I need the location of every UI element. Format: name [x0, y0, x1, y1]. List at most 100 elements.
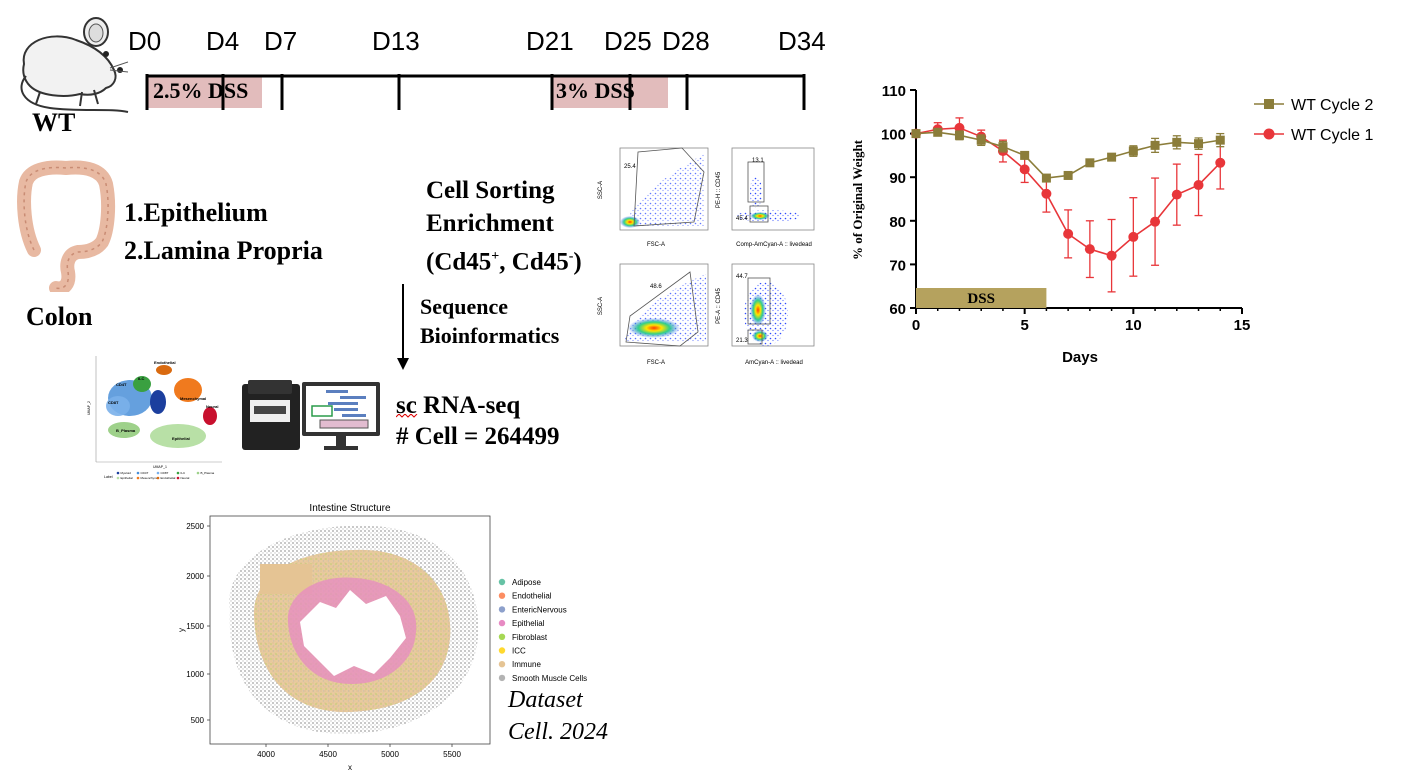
flow-panel-2-gate-value-top: 13.1 — [752, 158, 764, 164]
dss-label-1: 2.5% DSS — [153, 78, 249, 103]
spatial-ytick-label: 1500 — [186, 622, 204, 631]
weight-point — [1084, 244, 1095, 255]
spatial-xtick-label: 5500 — [443, 750, 461, 759]
spatial-legend-swatch — [498, 647, 506, 654]
flow-panel-1-hotspot — [620, 216, 640, 228]
umap-legend-swatch — [136, 476, 140, 480]
day-label: D28 — [662, 26, 710, 56]
umap-cluster-ilc — [133, 376, 151, 392]
dss-period-2 — [552, 76, 668, 108]
sorting-line-3: (Cd45+, Cd45-) — [426, 240, 582, 278]
weight-point — [1150, 140, 1160, 150]
flow-panel-1-gate-value: 25.4 — [624, 164, 636, 170]
spatial-ytick-label: 1000 — [186, 670, 204, 679]
umap-legend-label: Endothelial — [161, 476, 176, 480]
scrna-line-2: # Cell = 264499 — [396, 423, 560, 450]
mouse-icon — [20, 17, 129, 113]
weight-legend-label: WT Cycle 1 — [1291, 127, 1373, 144]
weight-chart-ytick-label: 110 — [882, 83, 906, 100]
umap-legend-label: Mesenchymal — [141, 476, 160, 480]
flow-panel-2-gate-bottom — [749, 205, 769, 223]
umap-legend-swatch — [116, 476, 120, 480]
flow-panel-2-xlabel: Comp-AmCyan-A :: livedead — [736, 242, 812, 248]
flow-panel-2-hotspot — [750, 212, 770, 220]
umap-legend-swatch — [176, 476, 180, 480]
weight-legend-marker — [1263, 128, 1275, 140]
flow-panel-4-gate-top — [747, 277, 771, 325]
umap-legend-title: Label — [104, 475, 113, 479]
cell-sorting-text: Cell Sorting Enrichment (Cd45+, Cd45-) — [426, 174, 582, 278]
colon-item-1: 1.Epithelium — [124, 198, 268, 227]
weight-chart-ytick-label: 90 — [889, 170, 906, 187]
flow-panel-4-ylabel: PE-A :: CD45 — [716, 288, 722, 324]
weight-point — [1041, 188, 1052, 199]
weight-point — [954, 130, 964, 140]
spatial-xticks: 4000 4500 5000 5500 — [257, 744, 461, 759]
spatial-ytick-label: 2000 — [186, 572, 204, 581]
spatial-lumen — [300, 590, 406, 676]
flow-panel-3-xlabel: FSC-A — [647, 360, 665, 366]
flow-panel-2-gate-top — [747, 161, 765, 203]
umap-plot: Endothelial CD4T ILC CD8T Mesenchymal Ne… — [87, 356, 222, 480]
spatial-legend-swatch — [498, 633, 506, 640]
spatial-plot: Intestine Structure 2500200015001000500 … — [177, 503, 587, 772]
dataset-line-1: Dataset — [508, 687, 583, 713]
weight-point — [1107, 152, 1117, 162]
day-label: D34 — [778, 26, 826, 56]
spatial-ytick-label: 500 — [191, 716, 205, 725]
spatial-legend-swatch — [498, 661, 506, 668]
weight-point — [1172, 137, 1182, 147]
weight-point — [1193, 180, 1204, 191]
scrna-text: sc RNA-seq # Cell = 264499 — [396, 390, 560, 452]
spatial-ylabel: y — [177, 628, 186, 632]
umap-label-epithelial: Epithelial — [172, 436, 190, 441]
spatial-xlabel: x — [348, 763, 352, 772]
dss-period-1 — [148, 76, 262, 108]
sequence-line-1: Sequence — [420, 294, 508, 319]
flow-panel-4-xlabel: AmCyan-A :: livedead — [745, 360, 803, 366]
umap-cluster-epithelial — [150, 424, 206, 448]
spatial-legend-swatch — [498, 592, 506, 599]
weight-chart-ytick-label: 60 — [889, 301, 906, 318]
spatial-legend-label: Smooth Muscle Cells — [512, 674, 587, 683]
umap-cluster-bplasma — [108, 422, 140, 438]
weight-point — [1215, 157, 1226, 168]
flow-panel-1-cloud — [624, 154, 704, 226]
spatial-xtick-label: 4500 — [319, 750, 337, 759]
umap-cluster-cd8t — [106, 396, 130, 416]
flow-panel-4-hotspot-2 — [752, 330, 768, 342]
sorting-cd45: (Cd45 — [426, 248, 492, 276]
weight-chart-ytick-label: 100 — [881, 127, 906, 144]
weight-point — [1128, 146, 1138, 156]
umap-label-bplasma: B_Plasma — [116, 428, 136, 433]
weight-legend-marker — [1264, 99, 1274, 109]
flow-panel-3-ylabel: SSC-A — [598, 297, 604, 315]
umap-ylabel: UMAP_2 — [87, 401, 91, 415]
umap-label-cd4t: CD4T — [116, 382, 127, 387]
umap-legend-swatch — [136, 471, 140, 475]
umap-legend: Myeloid CD4T CD8T ILC B_Plasma Epithelial Mese… — [116, 471, 215, 480]
flow-cytometry-panels: 25.4 FSC-A SSC-A 13.1 45.4 Comp-AmCyan-A… — [598, 147, 815, 366]
spatial-legend-swatch — [498, 606, 506, 613]
weight-point — [1106, 250, 1117, 261]
flow-panel-3-gate — [625, 271, 699, 347]
timeline-axis — [145, 74, 806, 110]
spatial-legend-swatch — [498, 619, 506, 627]
flow-panel-1-ylabel: SSC-A — [598, 181, 604, 199]
weight-point — [1150, 216, 1161, 227]
flow-panel-4-gate-value-top: 44.7 — [736, 274, 748, 280]
weight-chart-series — [911, 117, 1226, 293]
spatial-legend-swatch — [498, 578, 506, 586]
weight-point — [1171, 189, 1182, 200]
weight-point — [911, 129, 921, 139]
spatial-yticks: 2500 2000 1500 1000 500 — [186, 522, 210, 725]
weight-point — [1063, 170, 1073, 180]
spatial-legend: Adipose Endothelial EntericNervous Epitheli… — [498, 578, 587, 683]
flow-panel-1-xlabel: FSC-A — [647, 242, 665, 248]
umap-legend-swatch — [176, 471, 180, 475]
monitor-reads — [326, 390, 366, 417]
day-label: D0 — [128, 26, 162, 56]
sorting-plus: + — [491, 249, 500, 264]
umap-legend-label: CD8T — [161, 471, 169, 475]
